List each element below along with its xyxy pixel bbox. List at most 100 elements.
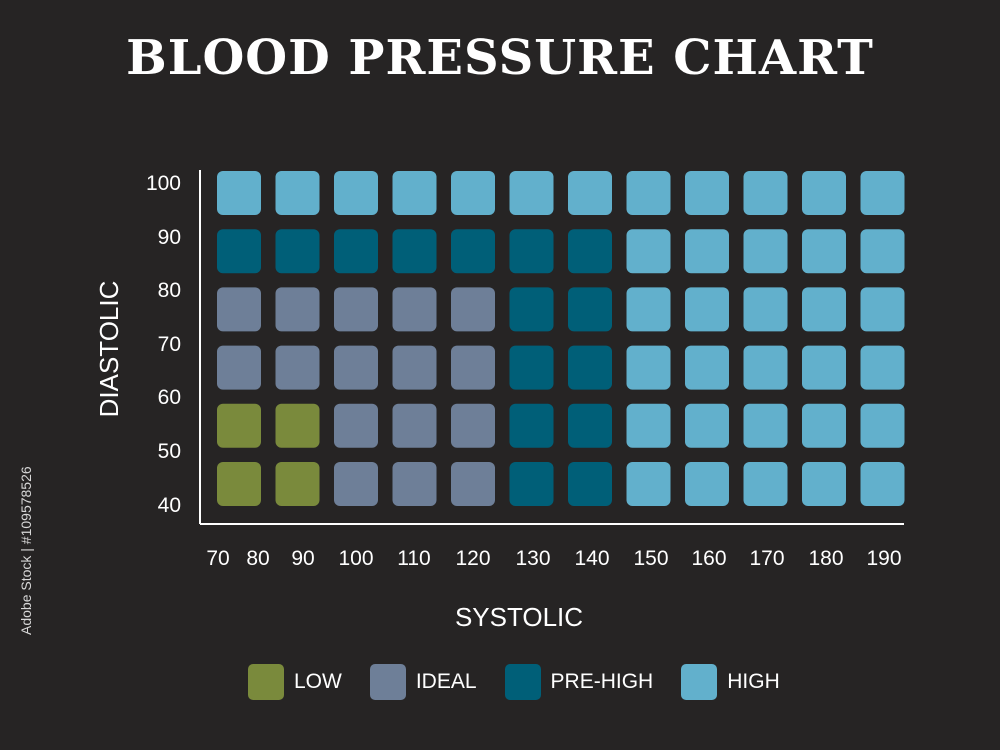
- heatmap-cell-60-170-high: [743, 403, 788, 448]
- heatmap-cell-90-130-prehigh: [509, 229, 554, 274]
- heatmap-cell-70-80-ideal: [217, 345, 261, 390]
- heatmap-cell-70-150-high: [626, 345, 671, 390]
- heatmap-cell-80-90-ideal: [275, 287, 320, 332]
- y-tick-label: 60: [158, 386, 181, 409]
- x-tick-label: 160: [691, 547, 726, 570]
- heatmap-cell-70-100-ideal: [334, 345, 378, 390]
- legend-item-prehigh: PRE-HIGH: [504, 664, 654, 700]
- heatmap-cell-100-80-high: [217, 171, 261, 215]
- heatmap-cell-80-120-ideal: [451, 287, 495, 332]
- x-tick-label: 180: [808, 547, 843, 570]
- x-tick-label: 80: [246, 547, 269, 570]
- heatmap-cell-90-110-prehigh: [392, 229, 437, 274]
- heatmap-cell-90-190-high: [860, 229, 905, 274]
- x-axis-title: SYSTOLIC: [455, 602, 583, 632]
- heatmap-cell-100-190-high: [860, 171, 905, 215]
- chart-title: BLOOD PRESSURE CHART: [126, 30, 874, 86]
- heatmap-cell-60-140-prehigh: [568, 403, 612, 448]
- y-tick-label: 80: [158, 279, 181, 302]
- x-tick-label: 150: [633, 547, 668, 570]
- heatmap-cell-70-170-high: [743, 345, 788, 390]
- heatmap-cell-80-140-prehigh: [568, 287, 612, 332]
- heatmap-cell-50-130-prehigh: [509, 462, 554, 506]
- heatmap-cell-50-150-high: [626, 462, 671, 506]
- chart-cells: [217, 171, 905, 506]
- heatmap-cell-80-100-ideal: [334, 287, 378, 332]
- legend-label: HIGH: [727, 670, 780, 693]
- heatmap-cell-50-90-low: [275, 462, 320, 506]
- heatmap-cell-70-190-high: [860, 345, 905, 390]
- heatmap-cell-60-90-low: [275, 403, 320, 448]
- heatmap-cell-100-120-high: [451, 171, 495, 215]
- legend-item-high: HIGH: [681, 664, 780, 700]
- heatmap-cell-100-90-high: [275, 171, 320, 215]
- heatmap-cell-50-110-ideal: [392, 462, 437, 506]
- x-tick-labels: 70 80 90 100 110 120 130 140 150 160 170 180 190: [206, 547, 901, 570]
- heatmap-cell-90-170-high: [743, 229, 788, 274]
- heatmap-cell-60-100-ideal: [334, 403, 378, 448]
- heatmap-cell-90-100-prehigh: [334, 229, 378, 274]
- x-tick-label: 120: [455, 547, 490, 570]
- x-tick-label: 190: [866, 547, 901, 570]
- stock-watermark: Adobe Stock | #109578526: [18, 466, 34, 635]
- legend-swatch: [369, 664, 406, 700]
- legend-item-ideal: IDEAL: [369, 664, 477, 700]
- heatmap-cell-80-160-high: [685, 287, 729, 332]
- heatmap-cell-80-190-high: [860, 287, 905, 332]
- chart-legend: LOW IDEAL PRE-HIGH HIGH: [248, 664, 808, 700]
- heatmap-cell-90-150-high: [626, 229, 671, 274]
- heatmap-cell-60-190-high: [860, 403, 905, 448]
- x-tick-label: 110: [397, 547, 430, 570]
- heatmap-cell-60-160-high: [685, 403, 729, 448]
- heatmap-cell-60-150-high: [626, 403, 671, 448]
- legend-label: IDEAL: [415, 670, 477, 693]
- heatmap-cell-80-130-prehigh: [509, 287, 554, 332]
- heatmap-cell-100-170-high: [743, 171, 788, 215]
- legend-swatch: [248, 664, 284, 700]
- heatmap-cell-90-80-prehigh: [217, 229, 261, 274]
- x-tick-label: 170: [749, 547, 784, 570]
- chart-axes: [199, 170, 904, 525]
- heatmap-cell-90-180-high: [802, 229, 846, 274]
- heatmap-cell-60-130-prehigh: [509, 403, 554, 448]
- heatmap-cell-50-100-ideal: [334, 462, 378, 506]
- y-tick-label: 90: [158, 226, 181, 249]
- heatmap-cell-80-180-high: [802, 287, 846, 332]
- legend-label: PRE-HIGH: [550, 670, 654, 693]
- y-tick-label: 70: [158, 333, 181, 356]
- legend-item-low: LOW: [248, 664, 342, 700]
- x-tick-label: 130: [515, 547, 550, 570]
- heatmap-cell-100-140-high: [568, 171, 612, 215]
- heatmap-cell-50-120-ideal: [451, 462, 495, 506]
- heatmap-cell-50-140-prehigh: [568, 462, 612, 506]
- heatmap-cell-80-150-high: [626, 287, 671, 332]
- heatmap-cell-100-160-high: [685, 171, 729, 215]
- legend-swatch: [681, 664, 718, 700]
- heatmap-cell-90-160-high: [685, 229, 729, 274]
- heatmap-cell-50-160-high: [685, 462, 729, 506]
- x-tick-label: 90: [291, 547, 314, 570]
- heatmap-cell-70-110-ideal: [392, 345, 437, 390]
- heatmap-cell-80-170-high: [743, 287, 788, 332]
- heatmap-cell-70-90-ideal: [275, 345, 320, 390]
- heatmap-cell-70-160-high: [685, 345, 729, 390]
- heatmap-cell-90-90-prehigh: [275, 229, 320, 274]
- heatmap-cell-60-110-ideal: [392, 403, 437, 448]
- y-tick-labels: 100 90 80 70 60 50 40: [146, 172, 181, 517]
- heatmap-cell-100-110-high: [392, 171, 437, 215]
- heatmap-cell-50-190-high: [860, 462, 905, 506]
- heatmap-cell-100-180-high: [802, 171, 846, 215]
- heatmap-cell-50-180-high: [802, 462, 846, 506]
- y-tick-label: 50: [158, 440, 181, 463]
- heatmap-cell-60-80-low: [217, 403, 261, 448]
- heatmap-cell-80-80-ideal: [217, 287, 261, 332]
- heatmap-cell-100-100-high: [334, 171, 378, 215]
- y-tick-label: 40: [158, 494, 181, 517]
- heatmap-cell-90-120-prehigh: [451, 229, 495, 274]
- legend-swatch: [504, 664, 541, 700]
- heatmap-cell-70-130-prehigh: [509, 345, 554, 390]
- heatmap-cell-70-120-ideal: [451, 345, 495, 390]
- heatmap-cell-80-110-ideal: [392, 287, 437, 332]
- heatmap-cell-70-180-high: [802, 345, 846, 390]
